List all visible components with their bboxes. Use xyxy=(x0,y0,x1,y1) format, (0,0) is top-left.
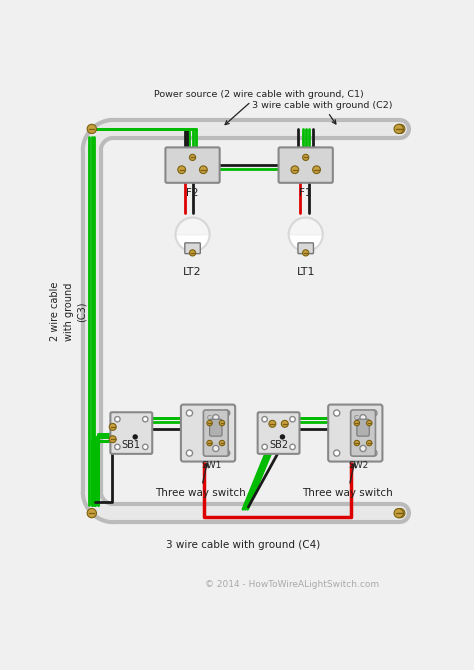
Circle shape xyxy=(178,166,186,174)
Circle shape xyxy=(302,250,309,256)
Circle shape xyxy=(190,154,196,161)
Circle shape xyxy=(269,420,276,427)
Text: F1: F1 xyxy=(300,188,312,198)
Circle shape xyxy=(175,218,210,251)
Circle shape xyxy=(186,410,192,416)
Circle shape xyxy=(371,410,377,416)
FancyBboxPatch shape xyxy=(185,243,201,254)
Circle shape xyxy=(207,440,212,446)
Circle shape xyxy=(115,444,120,450)
FancyBboxPatch shape xyxy=(279,147,333,183)
Circle shape xyxy=(186,450,192,456)
Circle shape xyxy=(354,440,360,446)
Text: © 2014 - HowToWireALightSwitch.com: © 2014 - HowToWireALightSwitch.com xyxy=(205,580,379,589)
Text: C: C xyxy=(207,415,211,421)
Circle shape xyxy=(109,423,116,430)
Circle shape xyxy=(394,509,403,518)
Text: Three way switch: Three way switch xyxy=(302,464,393,498)
Circle shape xyxy=(200,166,207,174)
Text: Three way switch: Three way switch xyxy=(155,464,246,498)
Circle shape xyxy=(313,166,320,174)
Circle shape xyxy=(394,125,403,133)
Circle shape xyxy=(213,446,219,452)
FancyBboxPatch shape xyxy=(298,243,313,254)
Circle shape xyxy=(87,509,96,518)
Circle shape xyxy=(354,420,360,425)
Circle shape xyxy=(109,436,116,443)
Text: 2 wire cable
with ground
(C3): 2 wire cable with ground (C3) xyxy=(50,281,87,341)
Circle shape xyxy=(224,450,230,456)
Circle shape xyxy=(302,154,309,161)
Circle shape xyxy=(366,440,372,446)
FancyBboxPatch shape xyxy=(210,419,222,436)
Circle shape xyxy=(290,444,295,450)
Circle shape xyxy=(334,410,340,416)
Circle shape xyxy=(334,450,340,456)
Text: LT2: LT2 xyxy=(183,267,202,277)
Text: F2: F2 xyxy=(186,188,199,198)
Circle shape xyxy=(290,417,295,422)
Circle shape xyxy=(133,434,138,440)
Text: Power source (2 wire cable with ground, C1): Power source (2 wire cable with ground, … xyxy=(155,90,364,125)
Circle shape xyxy=(360,446,366,452)
Text: SW1: SW1 xyxy=(201,461,221,470)
Circle shape xyxy=(291,166,299,174)
Circle shape xyxy=(219,440,225,446)
Text: C: C xyxy=(354,415,358,421)
Text: SB1: SB1 xyxy=(122,440,141,450)
Circle shape xyxy=(143,444,148,450)
FancyBboxPatch shape xyxy=(181,405,235,462)
Circle shape xyxy=(207,420,212,425)
Text: 3 wire cable with ground (C4): 3 wire cable with ground (C4) xyxy=(166,540,320,550)
FancyBboxPatch shape xyxy=(351,410,375,456)
Circle shape xyxy=(281,420,288,427)
Circle shape xyxy=(289,218,323,251)
Circle shape xyxy=(280,434,285,440)
Circle shape xyxy=(360,415,366,421)
Circle shape xyxy=(396,125,405,133)
Text: SW2: SW2 xyxy=(348,461,368,470)
FancyBboxPatch shape xyxy=(357,419,369,436)
FancyBboxPatch shape xyxy=(110,412,152,454)
Circle shape xyxy=(213,415,219,421)
Circle shape xyxy=(115,417,120,422)
Text: 3 wire cable with ground (C2): 3 wire cable with ground (C2) xyxy=(253,100,393,124)
Circle shape xyxy=(371,450,377,456)
Circle shape xyxy=(143,417,148,422)
Circle shape xyxy=(262,417,267,422)
Text: SB2: SB2 xyxy=(269,440,288,450)
Circle shape xyxy=(262,444,267,450)
Circle shape xyxy=(396,509,405,518)
FancyBboxPatch shape xyxy=(328,405,383,462)
Circle shape xyxy=(219,420,225,425)
Circle shape xyxy=(224,410,230,416)
FancyBboxPatch shape xyxy=(203,410,228,456)
Text: LT1: LT1 xyxy=(296,267,315,277)
Circle shape xyxy=(87,125,96,133)
Circle shape xyxy=(366,420,372,425)
FancyBboxPatch shape xyxy=(165,147,219,183)
Circle shape xyxy=(190,250,196,256)
FancyBboxPatch shape xyxy=(258,412,300,454)
